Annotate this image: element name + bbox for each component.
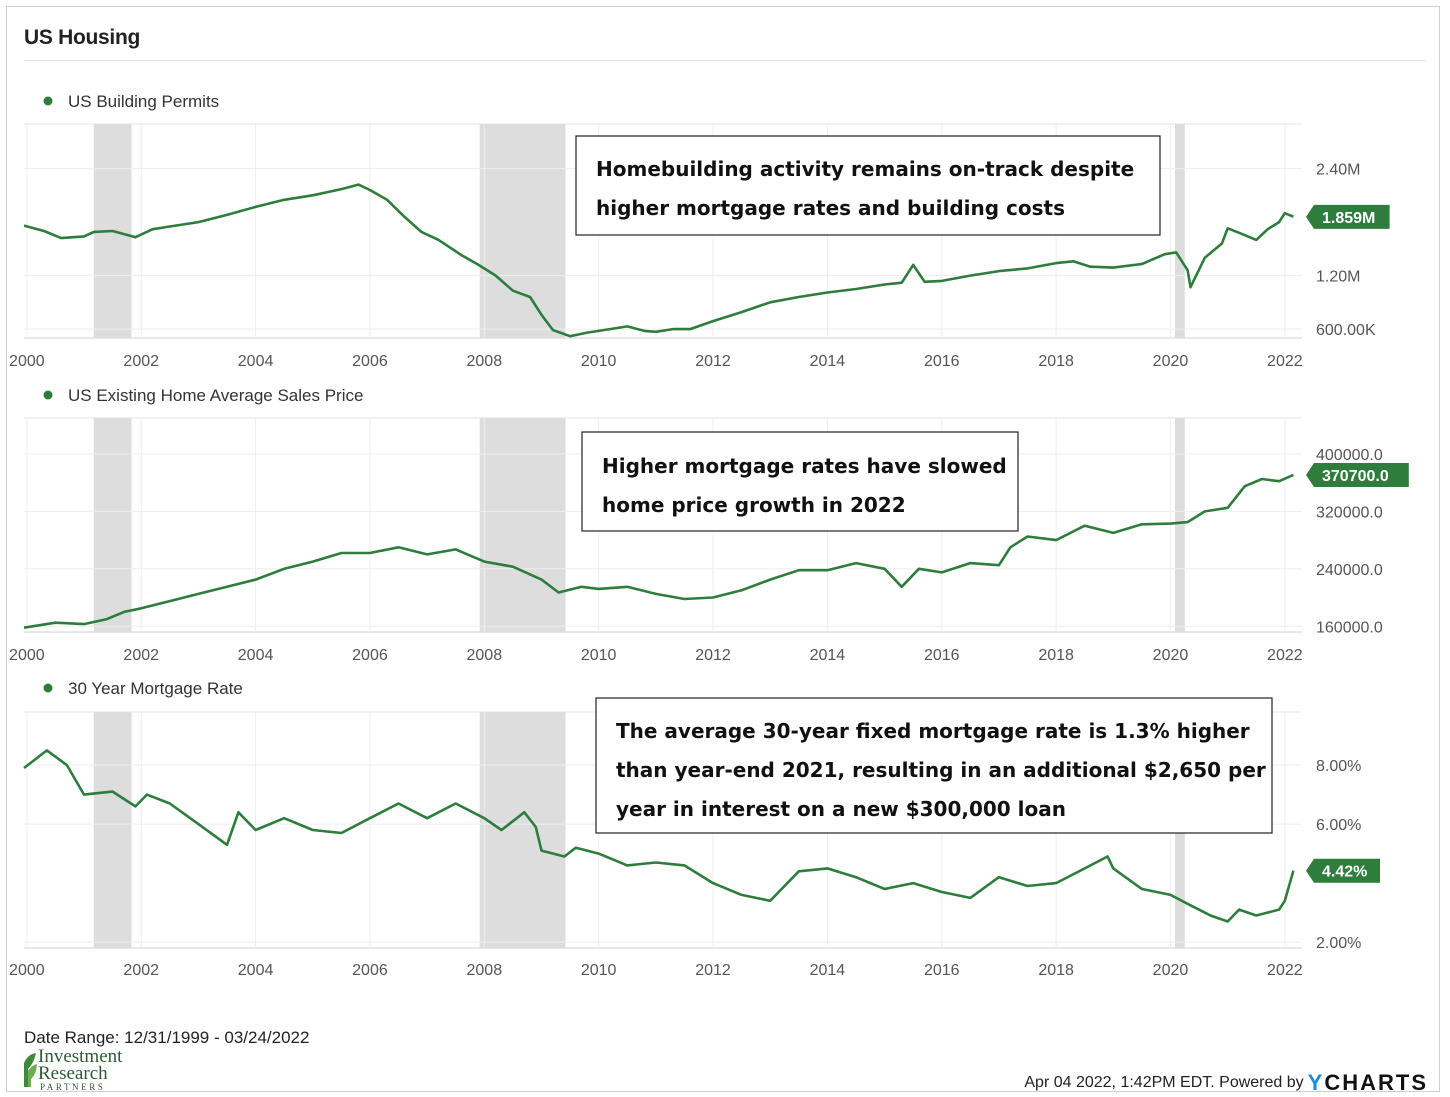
legend-dot xyxy=(43,683,53,693)
title-divider xyxy=(24,60,1426,61)
x-tick-label: 2016 xyxy=(924,353,960,370)
x-tick-label: 2002 xyxy=(123,353,159,370)
recession-band xyxy=(479,712,566,948)
x-tick-label: 2022 xyxy=(1267,962,1303,979)
last-value-flag xyxy=(1306,462,1409,487)
y-tick-label: 240000.0 xyxy=(1316,562,1383,579)
recession-band xyxy=(1175,418,1185,632)
x-tick-label: 2012 xyxy=(695,647,731,664)
x-tick-label: 2014 xyxy=(810,353,846,370)
logo-text-research: Research xyxy=(38,1063,108,1084)
y-tick-label: 2.00% xyxy=(1316,935,1361,952)
x-tick-label: 2012 xyxy=(695,353,731,370)
investment-research-partners-logo: Investment Research PARTNERS xyxy=(22,1047,162,1093)
footer-timestamp: Apr 04 2022, 1:42PM EDT. Powered by xyxy=(1024,1074,1304,1091)
annotation-text-line: The average 30-year fixed mortgage rate … xyxy=(616,719,1250,743)
chart-panel-2: US Existing Home Average Sales Price 2000… xyxy=(9,386,1409,664)
x-tick-label: 2018 xyxy=(1038,353,1074,370)
footer: Apr 04 2022, 1:42PM EDT. Powered by YCHA… xyxy=(1024,1070,1428,1096)
y-tick-label: 8.00% xyxy=(1316,758,1361,775)
legend-label: US Existing Home Average Sales Price xyxy=(68,386,363,405)
x-tick-label: 2022 xyxy=(1267,647,1303,664)
annotation-text-line: year in interest on a new $300,000 loan xyxy=(616,797,1066,821)
date-range: Date Range: 12/31/1999 - 03/24/2022 xyxy=(24,1028,310,1047)
last-value-flag xyxy=(1306,204,1390,229)
leaf-icon xyxy=(24,1053,37,1087)
x-tick-label: 2006 xyxy=(352,353,388,370)
x-tick-label: 2018 xyxy=(1038,962,1074,979)
legend-label: US Building Permits xyxy=(68,92,219,111)
x-tick-label: 2018 xyxy=(1038,647,1074,664)
x-tick-label: 2008 xyxy=(467,962,503,979)
legend-label: 30 Year Mortgage Rate xyxy=(68,679,243,698)
y-tick-label: 400000.0 xyxy=(1316,447,1383,464)
x-tick-label: 2002 xyxy=(123,647,159,664)
y-tick-label: 1.20M xyxy=(1316,269,1360,286)
ycharts-logo-text: CHARTS xyxy=(1324,1070,1428,1095)
recession-band xyxy=(1175,124,1185,338)
x-tick-label: 2004 xyxy=(238,647,274,664)
chart-frame xyxy=(6,6,1440,1092)
annotation-text-line: than year-end 2021, resulting in an addi… xyxy=(616,758,1266,782)
page-title: US Housing xyxy=(24,26,140,49)
x-tick-label: 2006 xyxy=(352,647,388,664)
series-line xyxy=(23,183,1294,338)
y-tick-label: 6.00% xyxy=(1316,817,1361,834)
x-tick-label: 2012 xyxy=(695,962,731,979)
legend-dot xyxy=(43,390,53,400)
series-line xyxy=(23,473,1294,629)
x-tick-label: 2010 xyxy=(581,647,617,664)
x-tick-label: 2010 xyxy=(581,962,617,979)
x-tick-label: 2010 xyxy=(581,353,617,370)
last-value-label: 370700.0 xyxy=(1322,468,1389,485)
annotation-box xyxy=(595,697,1273,834)
x-tick-label: 2000 xyxy=(9,647,45,664)
annotation-text-line: Homebuilding activity remains on-track d… xyxy=(596,157,1134,181)
annotation-box xyxy=(575,135,1161,236)
y-tick-label: 600.00K xyxy=(1316,322,1376,339)
x-tick-label: 2014 xyxy=(810,647,846,664)
annotation-box xyxy=(581,431,1019,532)
x-tick-label: 2020 xyxy=(1153,353,1189,370)
x-tick-label: 2014 xyxy=(810,962,846,979)
last-value-label: 4.42% xyxy=(1322,864,1367,881)
y-tick-label: 160000.0 xyxy=(1316,619,1383,636)
chart-panel-1: US Building Permits 2000 2002 2004 2006 2008 2… xyxy=(9,92,1390,370)
x-tick-label: 2020 xyxy=(1153,962,1189,979)
x-tick-label: 2000 xyxy=(9,353,45,370)
x-tick-label: 2016 xyxy=(924,962,960,979)
recession-band xyxy=(93,712,132,948)
x-tick-label: 2006 xyxy=(352,962,388,979)
x-tick-label: 2004 xyxy=(238,962,274,979)
x-tick-label: 2016 xyxy=(924,647,960,664)
logo-text-investment: Investment xyxy=(38,1046,123,1067)
x-tick-label: 2008 xyxy=(467,647,503,664)
logo-text-partners: PARTNERS xyxy=(40,1082,106,1092)
x-tick-label: 2004 xyxy=(238,353,274,370)
x-tick-label: 2002 xyxy=(123,962,159,979)
charts-canvas: US Building Permits 2000 2002 2004 2006 2008 2… xyxy=(9,92,1409,979)
x-tick-label: 2020 xyxy=(1153,647,1189,664)
recession-band xyxy=(479,418,566,632)
y-tick-label: 320000.0 xyxy=(1316,504,1383,521)
annotation-text-line: Higher mortgage rates have slowed xyxy=(602,454,1007,478)
recession-band xyxy=(479,124,566,338)
recession-band xyxy=(93,418,132,632)
chart-panel-3: 30 Year Mortgage Rate 2000 2002 2004 2006 200… xyxy=(9,679,1380,979)
annotation-text-line: higher mortgage rates and building costs xyxy=(596,196,1065,220)
ycharts-logo-y: Y xyxy=(1307,1070,1325,1095)
last-value-label: 1.859M xyxy=(1322,210,1375,227)
x-tick-label: 2022 xyxy=(1267,353,1303,370)
series-line xyxy=(23,749,1295,923)
legend-dot xyxy=(43,96,53,106)
x-tick-label: 2000 xyxy=(9,962,45,979)
ycharts-logo[interactable]: YCHARTS xyxy=(1308,1070,1428,1096)
last-value-flag xyxy=(1306,858,1380,883)
y-tick-label: 2.40M xyxy=(1316,162,1360,179)
annotation-text-line: home price growth in 2022 xyxy=(602,493,906,517)
x-tick-label: 2008 xyxy=(467,353,503,370)
